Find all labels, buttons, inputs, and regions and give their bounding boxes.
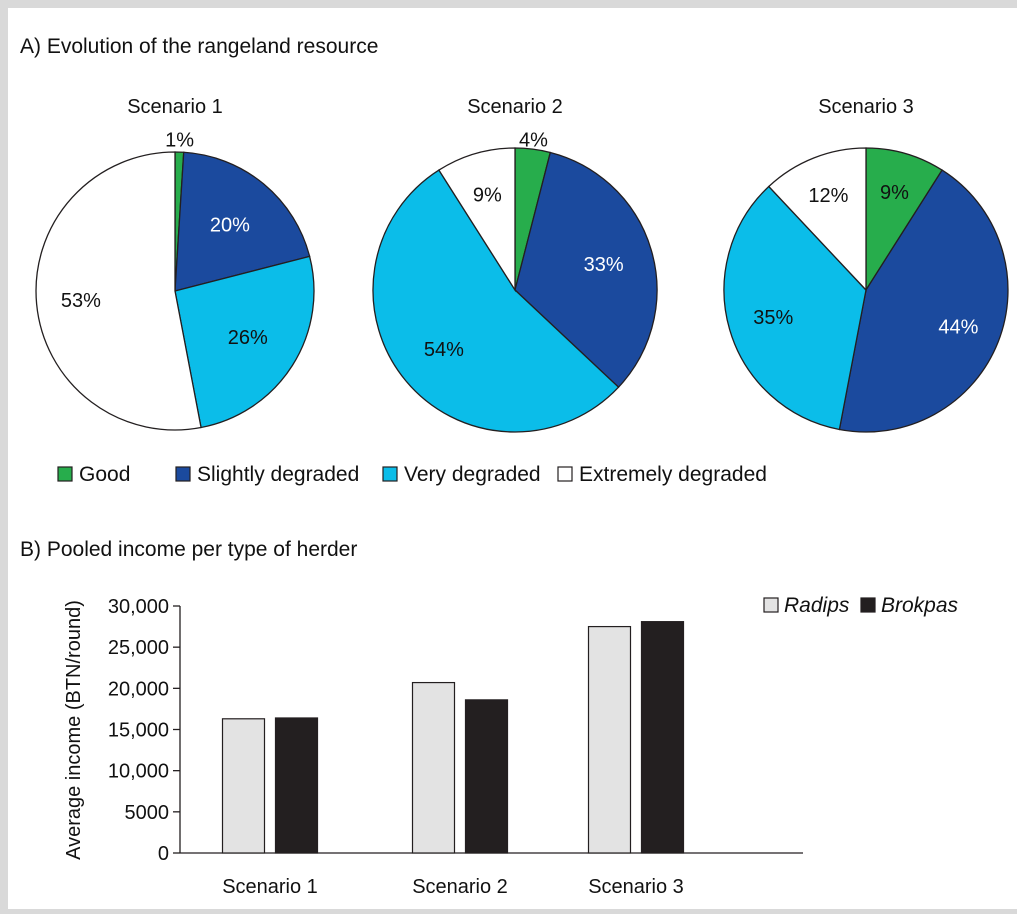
y-tick-label: 25,000	[108, 637, 169, 659]
pie-slice-slightly-degraded	[838, 169, 1009, 433]
panel-b-title: B) Pooled income per type of herder	[20, 538, 357, 561]
bar-radips-3	[587, 625, 632, 854]
pie-slice-slightly-degraded	[174, 151, 311, 292]
legend-swatch	[382, 466, 398, 482]
pie-slice-very-degraded	[723, 185, 867, 431]
pie-title: Scenario 3	[818, 96, 914, 118]
bar-brokpas-3	[640, 621, 685, 854]
x-tick-label: Scenario 2	[412, 876, 508, 898]
pie-data-label: 20%	[210, 215, 250, 237]
pie-chart-1: Scenario 1 1% 20% 26% 53%	[35, 96, 315, 431]
y-tick-label: 20,000	[108, 678, 169, 700]
panel-a-title: A) Evolution of the rangeland resource	[20, 35, 378, 58]
y-tick-label: 15,000	[108, 720, 169, 742]
legend-swatch	[557, 466, 573, 482]
pie-data-label: 53%	[61, 290, 101, 312]
legend-swatch	[860, 597, 876, 613]
figure-canvas: A) Evolution of the rangeland resource S…	[20, 35, 1009, 898]
pie-chart-2: Scenario 2 4% 33% 54% 9%	[372, 96, 658, 433]
y-axis-label: Average income (BTN/round)	[63, 600, 85, 860]
pie-slice-very-degraded	[174, 255, 315, 429]
legend-swatch	[57, 466, 73, 482]
panel-b-legend: Radips Brokpas	[763, 594, 959, 617]
y-tick-label: 10,000	[108, 761, 169, 783]
bar-radips-2	[411, 681, 456, 854]
legend-label: Slightly degraded	[197, 463, 359, 486]
pie-charts: Scenario 1 1% 20% 26% 53% Scenario 2 4% 33% 54% 9…	[35, 96, 1009, 433]
legend-label: Brokpas	[881, 594, 959, 617]
pie-slice-extremely-degraded	[767, 147, 867, 292]
legend-item-radips: Radips	[763, 594, 850, 617]
bar-brokpas-1	[274, 717, 319, 854]
pie-data-label: 4%	[519, 130, 548, 152]
figure: A) Evolution of the rangeland resource S…	[8, 8, 1017, 909]
pie-slice-extremely-degraded	[35, 151, 202, 431]
pie-title: Scenario 2	[467, 96, 563, 118]
pie-slice-good	[865, 147, 943, 293]
pie-data-label: 12%	[808, 185, 848, 207]
legend-item-slightly-degraded: Slightly degraded	[175, 463, 359, 486]
legend-swatch	[763, 597, 779, 613]
pie-data-label: 1%	[165, 130, 194, 152]
pie-data-label: 44%	[938, 317, 978, 339]
pie-title: Scenario 1	[127, 96, 223, 118]
legend-item-brokpas: Brokpas	[860, 594, 959, 617]
y-tick-label: 0	[158, 843, 169, 865]
legend-label: Very degraded	[404, 463, 541, 486]
legend-item-good: Good	[57, 463, 130, 486]
pie-slice-very-degraded	[372, 169, 620, 433]
pie-slice-slightly-degraded	[514, 151, 658, 389]
legend-label: Good	[79, 463, 130, 486]
y-tick-label: 5000	[125, 802, 170, 824]
x-tick-label: Scenario 1	[222, 876, 318, 898]
pie-data-label: 9%	[473, 185, 502, 207]
y-tick-label: 30,000	[108, 596, 169, 618]
legend-label: Extremely degraded	[579, 463, 767, 486]
pie-data-label: 35%	[753, 307, 793, 329]
pie-data-label: 54%	[424, 339, 464, 361]
pie-data-label: 26%	[228, 327, 268, 349]
x-tick-label: Scenario 3	[588, 876, 684, 898]
panel-a-legend: Good Slightly degraded Very degraded Extrem…	[57, 463, 767, 486]
legend-label: Radips	[784, 594, 850, 617]
pie-data-label: 33%	[584, 254, 624, 276]
bar-brokpas-2	[464, 699, 509, 854]
bar-chart: 0 5000 10,000 15,000 20,000 25,000 30,000 Avera…	[63, 596, 803, 898]
legend-item-very-degraded: Very degraded	[382, 463, 541, 486]
pie-data-label: 9%	[880, 182, 909, 204]
legend-swatch	[175, 466, 191, 482]
pie-slice-extremely-degraded	[438, 147, 516, 293]
legend-item-extremely-degraded: Extremely degraded	[557, 463, 767, 486]
pie-chart-3: Scenario 3 9% 44% 35% 12%	[723, 96, 1009, 433]
bar-radips-1	[221, 718, 266, 854]
